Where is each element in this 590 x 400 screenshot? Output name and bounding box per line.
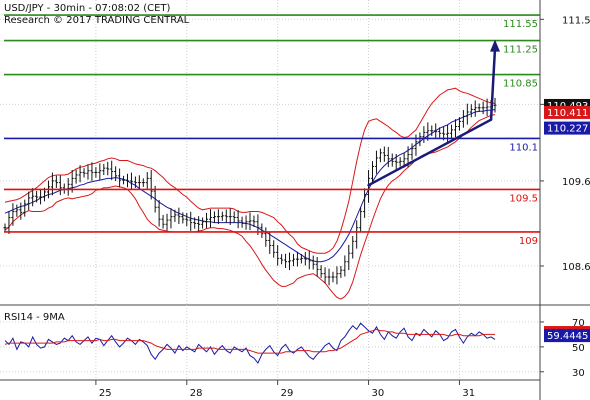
level-label: 109 <box>519 236 538 247</box>
projection-arrow-shaft <box>489 47 497 121</box>
rsi-tick-label: 70 <box>572 318 585 329</box>
rsi-ma-line <box>4 328 495 354</box>
rsi-axis: 70 50 30 <box>540 318 585 379</box>
chart-title: USD/JPY - 30min - 07:08:02 (CET) <box>4 3 171 14</box>
price-plot-area <box>0 0 540 305</box>
candles <box>3 97 497 286</box>
rsi-lines <box>4 322 496 365</box>
level-label: 110.85 <box>503 79 538 90</box>
price-badge-label: 110.227 <box>547 124 588 135</box>
level-label: 109.5 <box>509 193 538 204</box>
rsi-line <box>4 322 496 365</box>
rsi-panel: RSI14 - 9MA <box>0 305 540 380</box>
trend-annotation <box>367 39 500 187</box>
rsi-title: RSI14 - 9MA <box>4 312 65 323</box>
price-levels: 111.55 111.25 110.85 110.1 109.5 109 <box>4 14 540 247</box>
level-label: 111.55 <box>503 19 538 30</box>
rsi-badges: 61.90159.4445 <box>544 326 590 343</box>
price-tick-label: 111.5 <box>562 15 590 26</box>
bollinger-upper-line <box>4 87 496 254</box>
time-tick-label: 25 <box>99 388 112 399</box>
rsi-tick-label: 50 <box>572 343 585 354</box>
support-trend-line <box>367 118 493 187</box>
time-tick-label: 29 <box>281 388 294 399</box>
price-badge <box>544 121 590 135</box>
rsi-tick-label: 30 <box>572 368 585 379</box>
rsi-badge-label: 59.4445 <box>547 331 588 342</box>
time-axis: 25 28 29 30 31 <box>95 380 475 399</box>
price-grid <box>0 0 540 305</box>
price-panel: 111.55 111.25 110.85 110.1 109.5 109 USD/JPY … <box>0 0 540 305</box>
price-tick-label: 109.6 <box>562 177 590 188</box>
time-tick-label: 31 <box>462 388 475 399</box>
price-tick-label: 108.6 <box>562 262 590 273</box>
time-tick-label: 30 <box>372 388 385 399</box>
research-credit: Research © 2017 TRADING CENTRAL <box>4 15 190 26</box>
level-label: 110.1 <box>509 142 538 153</box>
price-badge-label: 110.411 <box>547 108 588 119</box>
level-label: 111.25 <box>503 45 538 56</box>
rsi-badge <box>544 329 590 343</box>
rsi-grid <box>0 305 540 380</box>
price-badge <box>544 105 590 119</box>
projection-arrow-head <box>490 39 500 52</box>
time-tick-label: 28 <box>190 388 203 399</box>
